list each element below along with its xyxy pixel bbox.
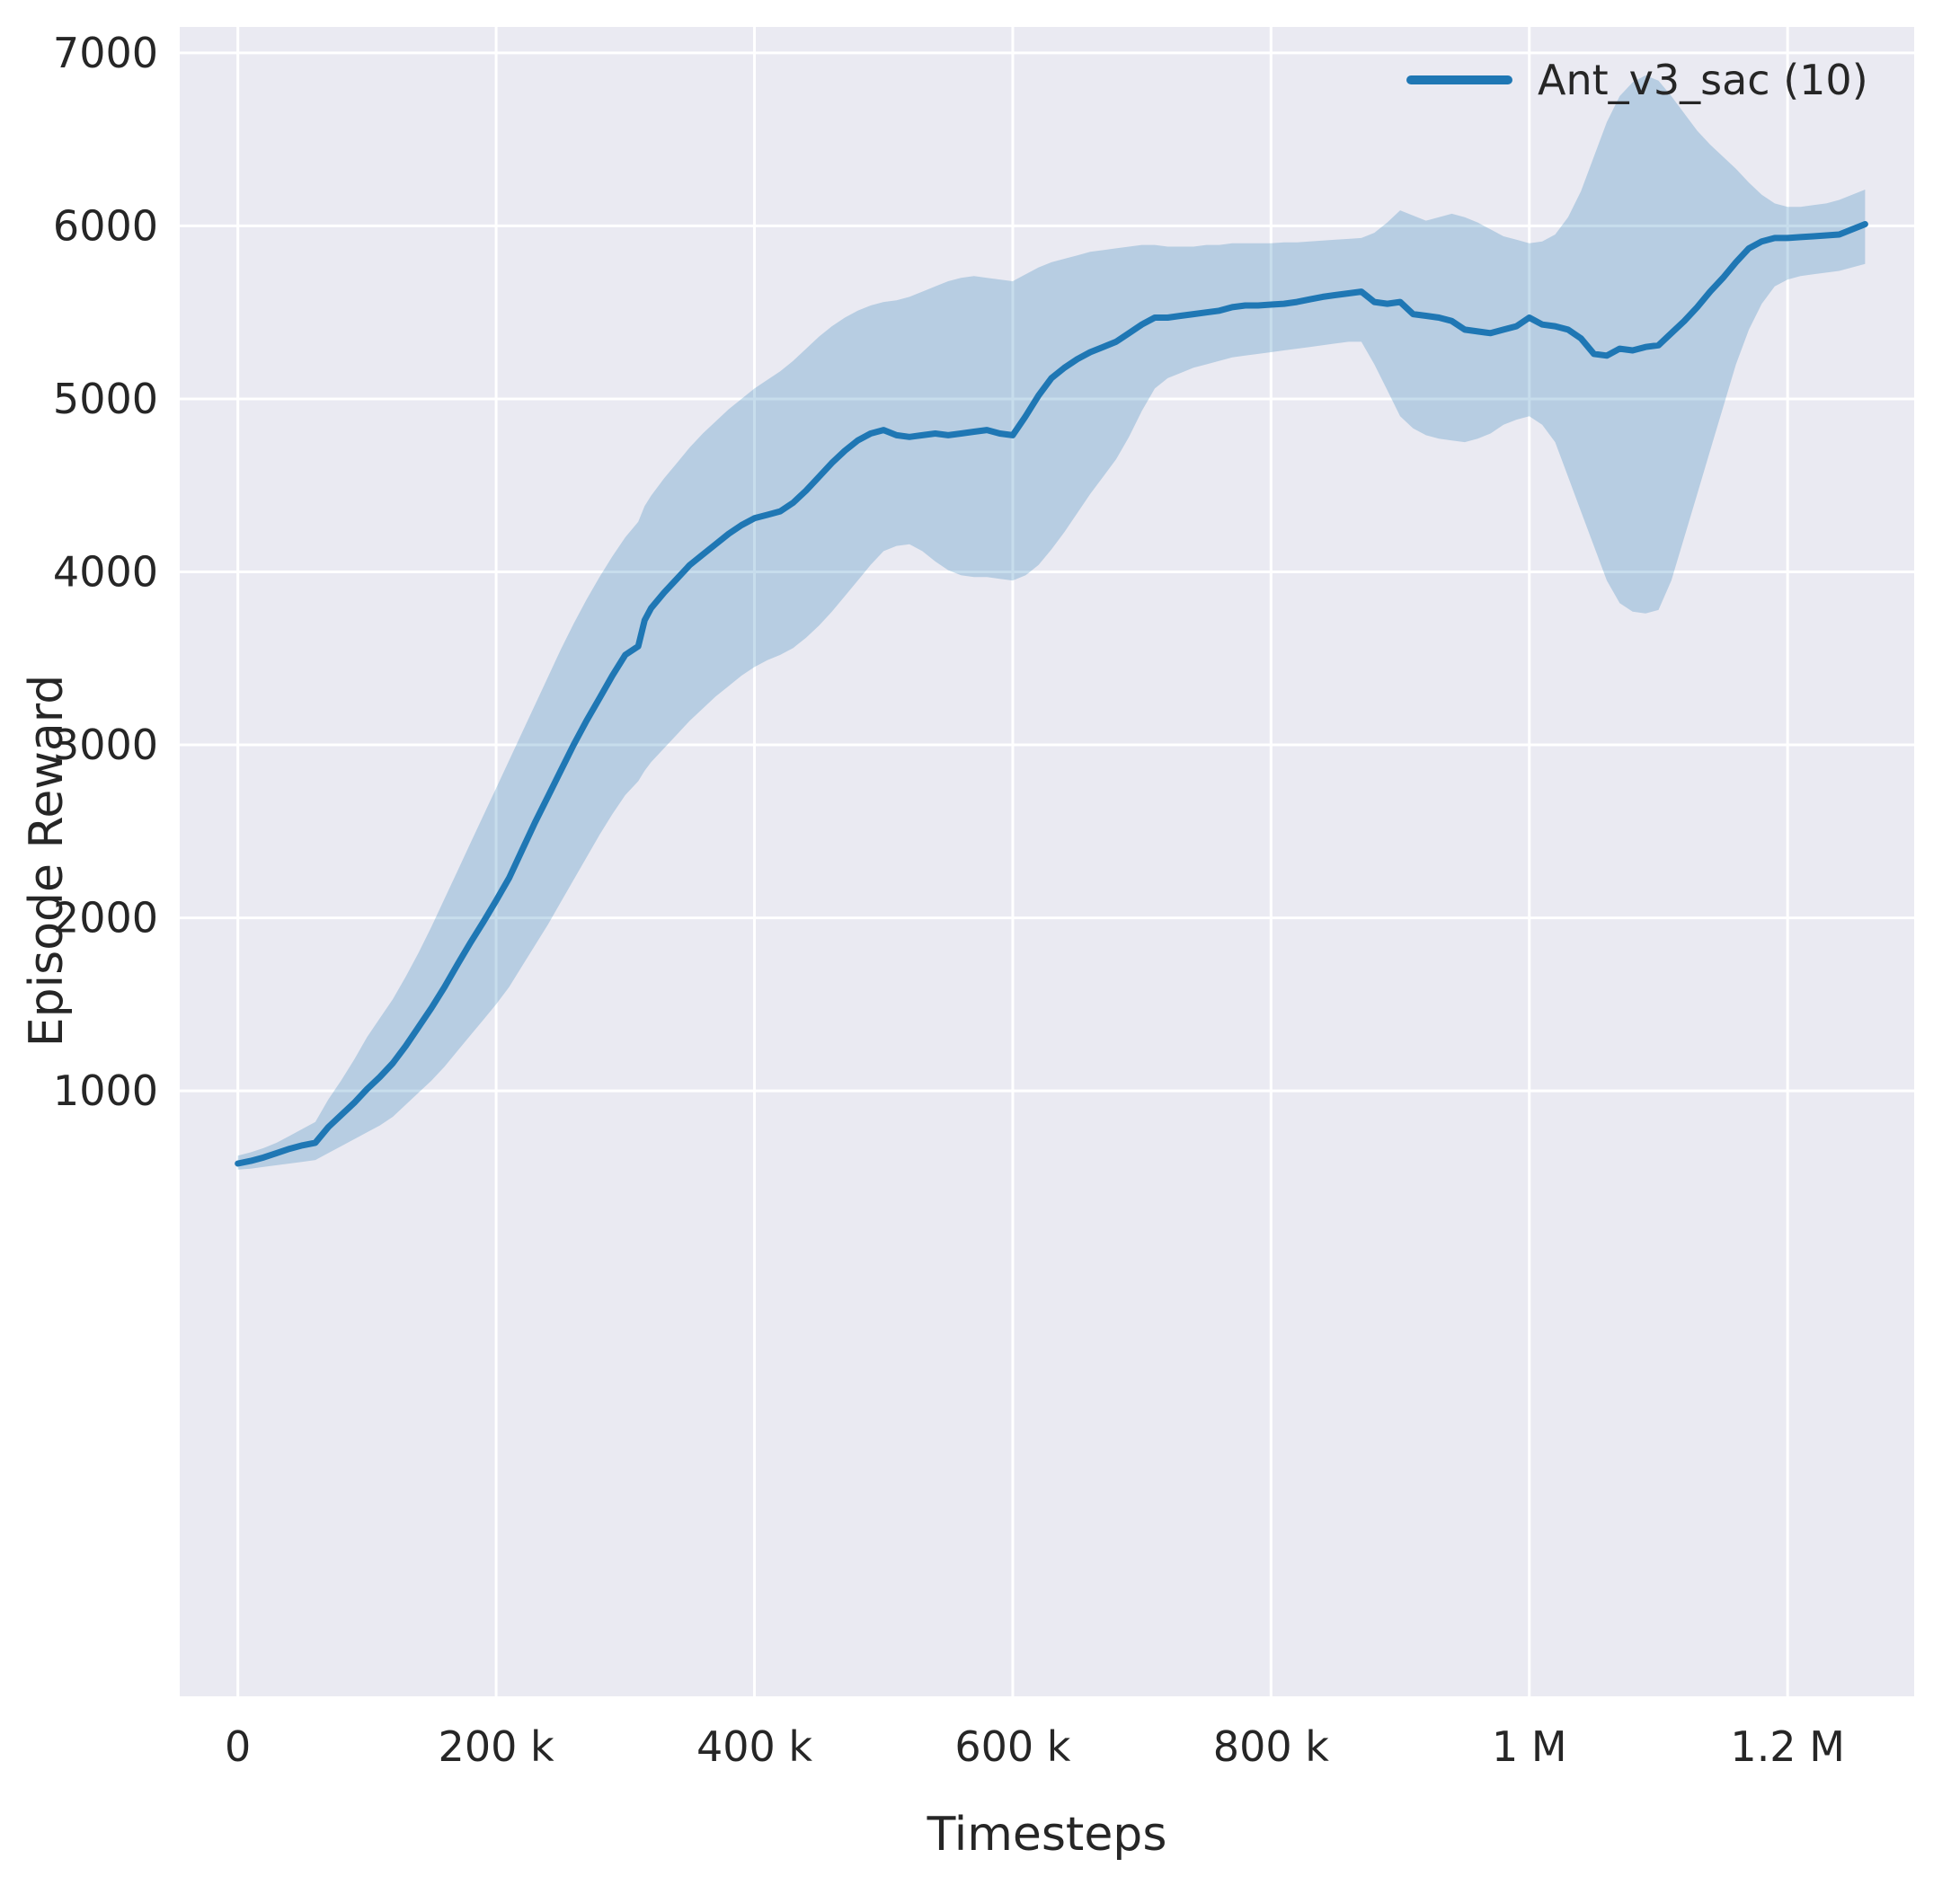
y-tick-label: 5000 xyxy=(53,375,158,423)
x-tick-label: 200 k xyxy=(439,1722,554,1771)
legend-label: Ant_v3_sac (10) xyxy=(1538,56,1868,104)
y-tick-label: 3000 xyxy=(53,721,158,769)
x-tick-label: 1 M xyxy=(1492,1722,1567,1771)
y-axis-label: Episode Reward xyxy=(20,674,74,1048)
y-tick-label: 6000 xyxy=(53,202,158,251)
legend: Ant_v3_sac (10) xyxy=(1406,56,1868,104)
y-tick-label: 4000 xyxy=(53,548,158,597)
x-tick-label: 0 xyxy=(225,1722,251,1771)
legend-swatch xyxy=(1406,75,1512,84)
y-tick-label: 1000 xyxy=(53,1066,158,1115)
x-tick-label: 1.2 M xyxy=(1730,1722,1844,1771)
confidence-band xyxy=(237,75,1866,1170)
mean-line xyxy=(235,221,1868,1167)
y-tick-label: 2000 xyxy=(53,894,158,942)
y-tick-label: 7000 xyxy=(53,29,158,77)
plot-background xyxy=(180,27,1914,1696)
x-tick-label: 800 k xyxy=(1213,1722,1329,1771)
x-axis-label: Timesteps xyxy=(927,1808,1167,1862)
x-tick-label: 400 k xyxy=(696,1722,812,1771)
x-tick-label: 600 k xyxy=(954,1722,1070,1771)
